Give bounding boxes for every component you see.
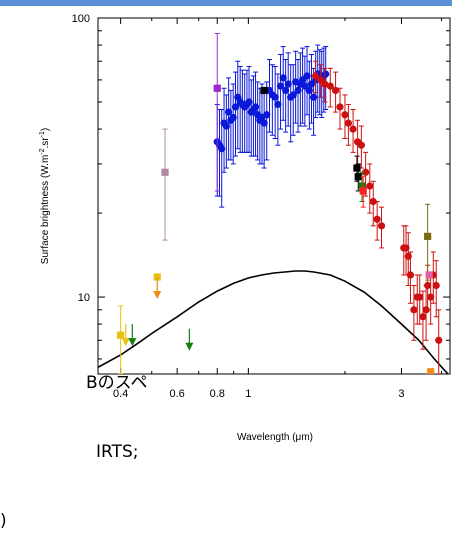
data-point bbox=[161, 168, 169, 176]
data-point bbox=[349, 125, 357, 133]
data-point bbox=[357, 141, 365, 149]
data-point bbox=[369, 197, 377, 206]
upper-limit-arrow bbox=[153, 290, 162, 299]
data-point bbox=[424, 232, 432, 240]
data-point bbox=[406, 271, 415, 279]
x-tick-label: 3 bbox=[398, 388, 404, 400]
data-point bbox=[354, 173, 362, 181]
plot-frame bbox=[97, 17, 451, 375]
y-axis-title: Surface brightness (W.m-2.sr-1) bbox=[39, 128, 51, 264]
data-point bbox=[276, 82, 285, 90]
data-point bbox=[336, 103, 344, 111]
data-point bbox=[424, 281, 432, 290]
data-point bbox=[377, 222, 386, 230]
x-axis-title: Wavelength (μm) bbox=[237, 432, 313, 442]
data-point bbox=[117, 331, 125, 339]
upper-limit-arrow bbox=[121, 338, 130, 347]
x-tick-label: 0.4 bbox=[113, 388, 128, 400]
data-point bbox=[435, 336, 443, 344]
data-point bbox=[331, 86, 340, 95]
data-point bbox=[279, 74, 287, 82]
data-point bbox=[271, 93, 279, 101]
data-point bbox=[358, 182, 366, 190]
x-tick-label: 1 bbox=[245, 388, 251, 400]
model-curve bbox=[98, 270, 450, 374]
y-tick-label: 10 bbox=[78, 292, 90, 304]
data-point bbox=[362, 168, 370, 176]
upper-limit-arrow bbox=[185, 342, 194, 351]
overlay-line-2: IRTS; bbox=[96, 442, 139, 462]
data-point bbox=[294, 86, 302, 95]
data-point bbox=[311, 72, 320, 80]
data-point bbox=[410, 306, 418, 314]
data-point bbox=[282, 86, 290, 95]
data-point bbox=[425, 271, 433, 279]
data-point bbox=[321, 80, 329, 88]
data-point bbox=[341, 111, 349, 119]
data-point bbox=[326, 82, 334, 90]
data-point bbox=[427, 368, 435, 374]
x-tick-label: 0.8 bbox=[210, 388, 225, 400]
data-point bbox=[427, 293, 435, 301]
y-tick-label: 100 bbox=[72, 13, 90, 25]
upper-limit-arrow bbox=[128, 338, 137, 347]
data-point bbox=[373, 215, 381, 223]
data-point bbox=[213, 84, 221, 92]
data-point bbox=[260, 86, 268, 95]
x-tick-label: 0.6 bbox=[170, 388, 185, 400]
data-point bbox=[289, 91, 297, 99]
data-point bbox=[322, 70, 330, 78]
data-point bbox=[359, 187, 367, 195]
data-point bbox=[366, 182, 374, 190]
data-point bbox=[353, 164, 361, 172]
data-point bbox=[284, 80, 292, 88]
surface-brightness-chart: 0.4 0.6 0.8 1 3 10 100 Wavelength (μm) Surface… bbox=[39, 13, 451, 442]
data-point bbox=[218, 145, 226, 153]
data-point bbox=[229, 113, 237, 122]
top-blue-bar bbox=[0, 0, 452, 6]
data-point bbox=[274, 100, 282, 109]
data-point bbox=[432, 281, 440, 290]
data-point bbox=[416, 293, 424, 301]
overlay-line-3: ) bbox=[0, 511, 7, 531]
data-point bbox=[344, 119, 352, 127]
overlay-line-1: Bのスペ bbox=[86, 373, 148, 393]
data-point bbox=[260, 119, 268, 127]
data-point bbox=[419, 313, 427, 321]
overlay-text-block: Bのスペ IRTS; ) bbox=[0, 326, 147, 556]
data-point bbox=[263, 111, 271, 119]
